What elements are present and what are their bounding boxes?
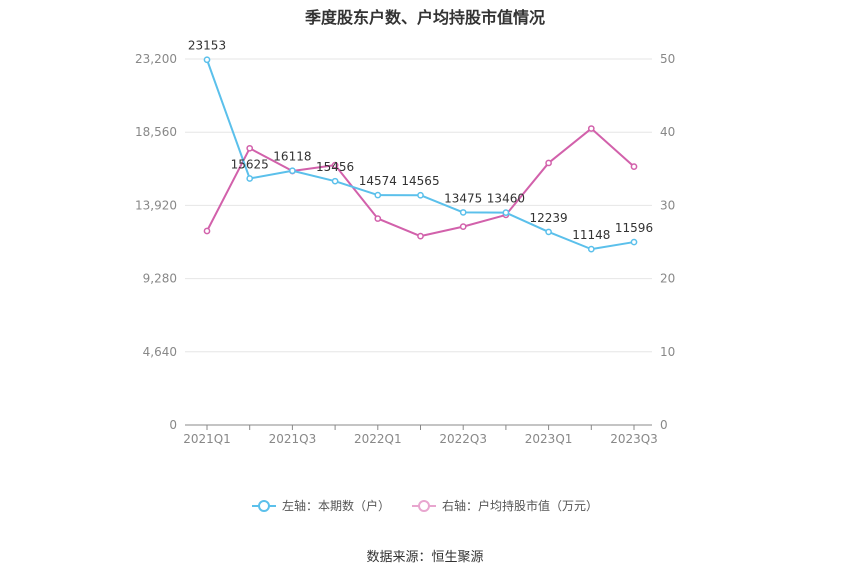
data-point-right — [459, 223, 467, 230]
source-note: 数据来源：恒生聚源 — [366, 550, 484, 565]
data-label: 13460 — [487, 192, 525, 206]
series — [203, 56, 638, 253]
data-label: 12239 — [530, 211, 568, 225]
data-point-right — [331, 161, 339, 169]
right-axis-tick-label: 40 — [660, 125, 675, 139]
data-point-right — [203, 227, 211, 235]
right-axis-tick-label: 0 — [660, 418, 668, 432]
data-label: 16118 — [273, 150, 311, 164]
data-point-left — [374, 191, 382, 199]
legend: 左轴：本期数（户） 右轴：户均持股市值（万元） — [0, 497, 850, 514]
x-axis-tick-label: 2023Q1 — [525, 432, 573, 446]
right-axis-tick-label: 30 — [660, 198, 675, 212]
legend-item-left-series[interactable]: 左轴：本期数（户） — [251, 497, 390, 514]
data-point-left — [203, 56, 211, 64]
data-label: 11596 — [615, 221, 653, 235]
data-point-left — [459, 209, 467, 216]
chart-title: 季度股东户数、户均持股市值情况 — [304, 8, 545, 27]
right-axis-tick-label: 50 — [660, 52, 675, 66]
data-label: 11148 — [572, 228, 610, 242]
data-point-left — [289, 167, 296, 175]
legend-label-right-series: 右轴：户均持股市值（万元） — [442, 499, 599, 513]
x-axis-tick-label: 2023Q3 — [610, 432, 658, 446]
data-label: 14565 — [401, 174, 439, 188]
legend-item-right-series[interactable]: 右轴：户均持股市值（万元） — [412, 497, 598, 514]
right-axis-tick-label: 10 — [660, 345, 675, 359]
data-label: 14574 — [359, 174, 397, 188]
legend-label-left-series: 左轴：本期数（户） — [281, 499, 390, 513]
legend-swatch-pink-icon — [412, 499, 436, 512]
x-axis-tick-label: 2021Q1 — [183, 432, 231, 446]
data-point-left — [331, 177, 339, 185]
data-labels: 23153 15625 16118 15456 14574 14565 13475 13460… — [188, 39, 653, 242]
data-point-right — [545, 159, 552, 167]
data-point-left — [630, 238, 638, 246]
data-label: 13475 — [444, 191, 482, 205]
data-label: 15456 — [316, 160, 354, 174]
data-point-right — [246, 144, 254, 152]
data-point-right — [417, 232, 424, 240]
left-axis-tick-label: 18,560 — [135, 125, 177, 139]
data-label: 15625 — [231, 158, 269, 172]
data-point-right — [374, 215, 382, 222]
data-point-left — [417, 191, 424, 199]
data-point-left — [246, 175, 254, 182]
data-point-right — [630, 163, 638, 170]
data-point-left — [587, 245, 595, 253]
data-point-left — [545, 228, 552, 236]
right-axis-tick-label: 20 — [660, 272, 675, 286]
data-point-left — [502, 209, 510, 217]
x-axis-tick-label: 2021Q3 — [269, 432, 317, 446]
series-line-left — [206, 59, 635, 251]
data-label: 23153 — [188, 39, 226, 53]
left-axis-tick-label: 0 — [169, 418, 177, 432]
left-axis-tick-label: 4,640 — [143, 345, 177, 359]
x-axis-tick-label: 2022Q1 — [354, 432, 402, 446]
left-axis-tick-label: 9,280 — [143, 272, 177, 286]
left-axis-tick-label: 13,920 — [135, 198, 177, 212]
grid-lines — [185, 58, 652, 353]
axes: 0 0 4,640 10 9,280 20 13,920 30 18,560 40 23,200 50… — [135, 52, 675, 446]
left-axis-tick-label: 23,200 — [135, 52, 177, 66]
data-point-right — [587, 125, 595, 132]
x-axis-tick-label: 2022Q3 — [439, 432, 487, 446]
legend-swatch-blue-icon — [251, 499, 276, 512]
